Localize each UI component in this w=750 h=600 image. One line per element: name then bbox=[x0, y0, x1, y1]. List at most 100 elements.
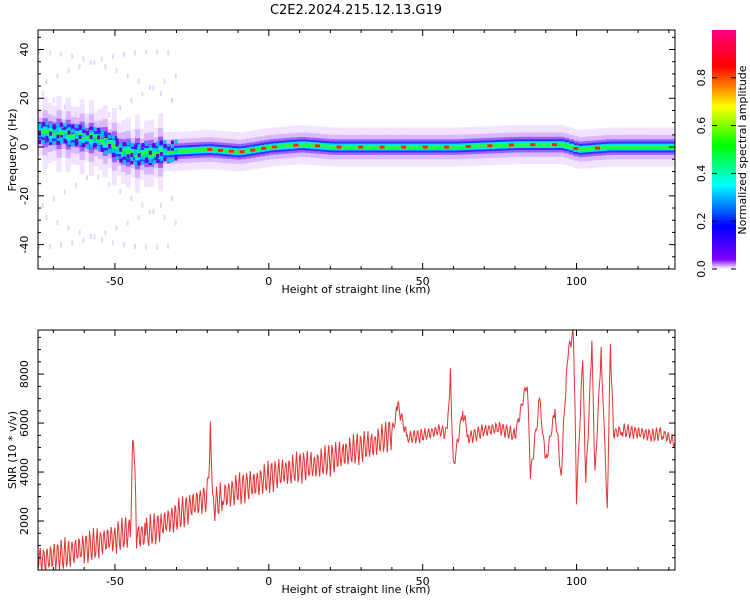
spectrogram-noise-cell bbox=[93, 127, 97, 132]
spectrogram-noise-cell bbox=[67, 127, 71, 132]
snr-panel: -50 0 50 100 2000 4000 6000 8000 Height of str… bbox=[6, 329, 676, 596]
chart-title: C2E2.2024.215.12.13.G19 bbox=[270, 3, 442, 18]
spectrogram-faint-cell bbox=[97, 174, 100, 180]
spectrogram-noise-cell bbox=[159, 152, 163, 157]
spectrogram-faint-cell bbox=[111, 53, 114, 59]
spectrogram-band-cell bbox=[462, 144, 468, 149]
spectrogram-noise-cell bbox=[78, 124, 82, 129]
spectrogram-noise-cell bbox=[122, 142, 126, 147]
spectrogram-noise-cell bbox=[82, 125, 86, 130]
spectrogram-band-cell bbox=[416, 145, 422, 150]
snr-series-line bbox=[38, 330, 675, 570]
spectrogram-faint-cell bbox=[156, 49, 159, 55]
spectrogram-faint-cell bbox=[56, 73, 59, 79]
spectrogram-noise-cell bbox=[141, 143, 145, 148]
spectrogram-noise-cell bbox=[163, 149, 167, 154]
spectrogram-noise-cell bbox=[60, 135, 64, 140]
spectrogram-band-cell bbox=[527, 142, 533, 147]
spectrogram-noise-cell bbox=[137, 153, 141, 158]
spectrogram-noise-cell bbox=[148, 144, 152, 149]
spectrogram-band-cell bbox=[490, 143, 496, 148]
spectrogram-peak-cell bbox=[218, 148, 224, 152]
spectrogram-band-cell bbox=[98, 136, 104, 143]
spectrogram-noise-cell bbox=[159, 140, 163, 145]
spectrogram-noise-cell bbox=[78, 134, 82, 139]
spectrogram-faint-cell bbox=[41, 203, 44, 209]
spectrogram-noise-cell bbox=[108, 134, 112, 139]
spectrogram-noise-cell bbox=[156, 141, 160, 146]
spectrogram-peak-cell bbox=[207, 148, 213, 152]
spectrogram-noise-cell bbox=[137, 144, 141, 149]
spectrogram-band-cell bbox=[411, 145, 418, 150]
spectrogram-faint-cell bbox=[86, 118, 89, 124]
spectrogram-faint-cell bbox=[119, 189, 122, 195]
spectrogram-x-tick-label: 50 bbox=[416, 275, 430, 288]
spectrogram-band-cell bbox=[536, 142, 542, 147]
spectrogram-noise-cell bbox=[111, 135, 115, 140]
spectrogram-band-cell bbox=[633, 145, 639, 150]
spectrogram-faint-cell bbox=[89, 234, 92, 240]
spectrogram-band-cell bbox=[388, 145, 394, 150]
spectrogram-band-cell bbox=[194, 148, 201, 153]
spectrogram-noise-cell bbox=[156, 148, 160, 153]
spectrogram-faint-cell bbox=[56, 220, 59, 226]
spectrogram-peak-cell bbox=[336, 145, 342, 149]
spectrogram-noise-cell bbox=[93, 142, 97, 147]
spectrogram-faint-cell bbox=[115, 225, 118, 231]
spectrogram-noise-cell bbox=[122, 159, 126, 164]
spectrogram-band-cell bbox=[647, 145, 653, 150]
spectrogram-noise-cell bbox=[63, 122, 67, 127]
spectrogram-band-cell bbox=[398, 145, 404, 150]
spectrogram-band-cell bbox=[564, 143, 570, 148]
spectrogram-noise-cell bbox=[38, 140, 41, 145]
spectrogram-noise-cell bbox=[45, 136, 49, 141]
spectrogram-band-cell bbox=[481, 144, 487, 148]
snr-y-axis-label: SNR (10 * v/v) bbox=[6, 411, 19, 489]
spectrogram-band-cell bbox=[70, 132, 76, 138]
spectrogram-noise-cell bbox=[82, 143, 86, 148]
spectrogram-faint-cell bbox=[100, 237, 103, 243]
spectrogram-band-cell bbox=[167, 149, 173, 154]
spectrogram-noise-cell bbox=[134, 161, 138, 166]
spectrogram-noise-cell bbox=[130, 152, 134, 157]
spectrogram-band-cell bbox=[51, 130, 57, 137]
spectrogram-faint-cell bbox=[137, 78, 140, 84]
spectrogram-band-cell bbox=[610, 145, 616, 150]
spectrogram-band-cell bbox=[287, 143, 293, 148]
spectrogram-band-cell bbox=[301, 142, 307, 147]
spectrogram-frame bbox=[37, 29, 676, 270]
spectrogram-faint-cell bbox=[38, 49, 40, 55]
spectrogram-faint-cell bbox=[45, 79, 48, 85]
spectrogram-faint-cell bbox=[134, 243, 137, 249]
spectrogram-x-ticks: -50 0 50 100 bbox=[52, 30, 670, 288]
spectrogram-y-tick-label: 40 bbox=[18, 43, 31, 57]
spectrogram-band-cell bbox=[619, 145, 625, 150]
spectrogram-band-cell bbox=[407, 145, 413, 150]
spectrogram-peak-cell bbox=[261, 146, 267, 150]
spectrogram-noise-cell bbox=[163, 142, 167, 147]
spectrogram-noise-cell bbox=[71, 124, 75, 129]
spectrogram-noise-cell bbox=[152, 143, 156, 148]
spectrogram-faint-cell bbox=[38, 244, 40, 250]
spectrogram-noise-cell bbox=[67, 130, 71, 135]
spectrogram-noise-cell bbox=[156, 159, 160, 164]
spectrogram-band-cell bbox=[370, 145, 376, 150]
spectrogram-faint-cell bbox=[134, 50, 137, 56]
spectrogram-faint-cell bbox=[82, 237, 85, 243]
spectrogram-band-cell bbox=[264, 145, 270, 150]
spectrogram-band-cell bbox=[347, 145, 353, 150]
spectrogram-peak-cell bbox=[271, 145, 277, 149]
spectrogram-x-tick-label: 0 bbox=[265, 275, 272, 288]
spectrogram-noise-cell bbox=[52, 126, 56, 131]
spectrogram-band-cell bbox=[328, 144, 334, 149]
spectrogram-noise-cell bbox=[163, 157, 167, 162]
spectrogram-noise-cell bbox=[167, 158, 171, 163]
spectrogram-faint-cell bbox=[156, 244, 159, 250]
spectrogram-noise-cell bbox=[156, 153, 160, 158]
spectrogram-band-cell bbox=[513, 142, 519, 147]
spectrogram-noise-cell bbox=[71, 128, 75, 133]
spectrogram-faint-cell bbox=[108, 112, 111, 118]
spectrogram-faint-cell bbox=[74, 111, 77, 117]
spectrogram-noise-cell bbox=[74, 138, 78, 143]
spectrogram-x-tick-label: 100 bbox=[566, 275, 587, 288]
